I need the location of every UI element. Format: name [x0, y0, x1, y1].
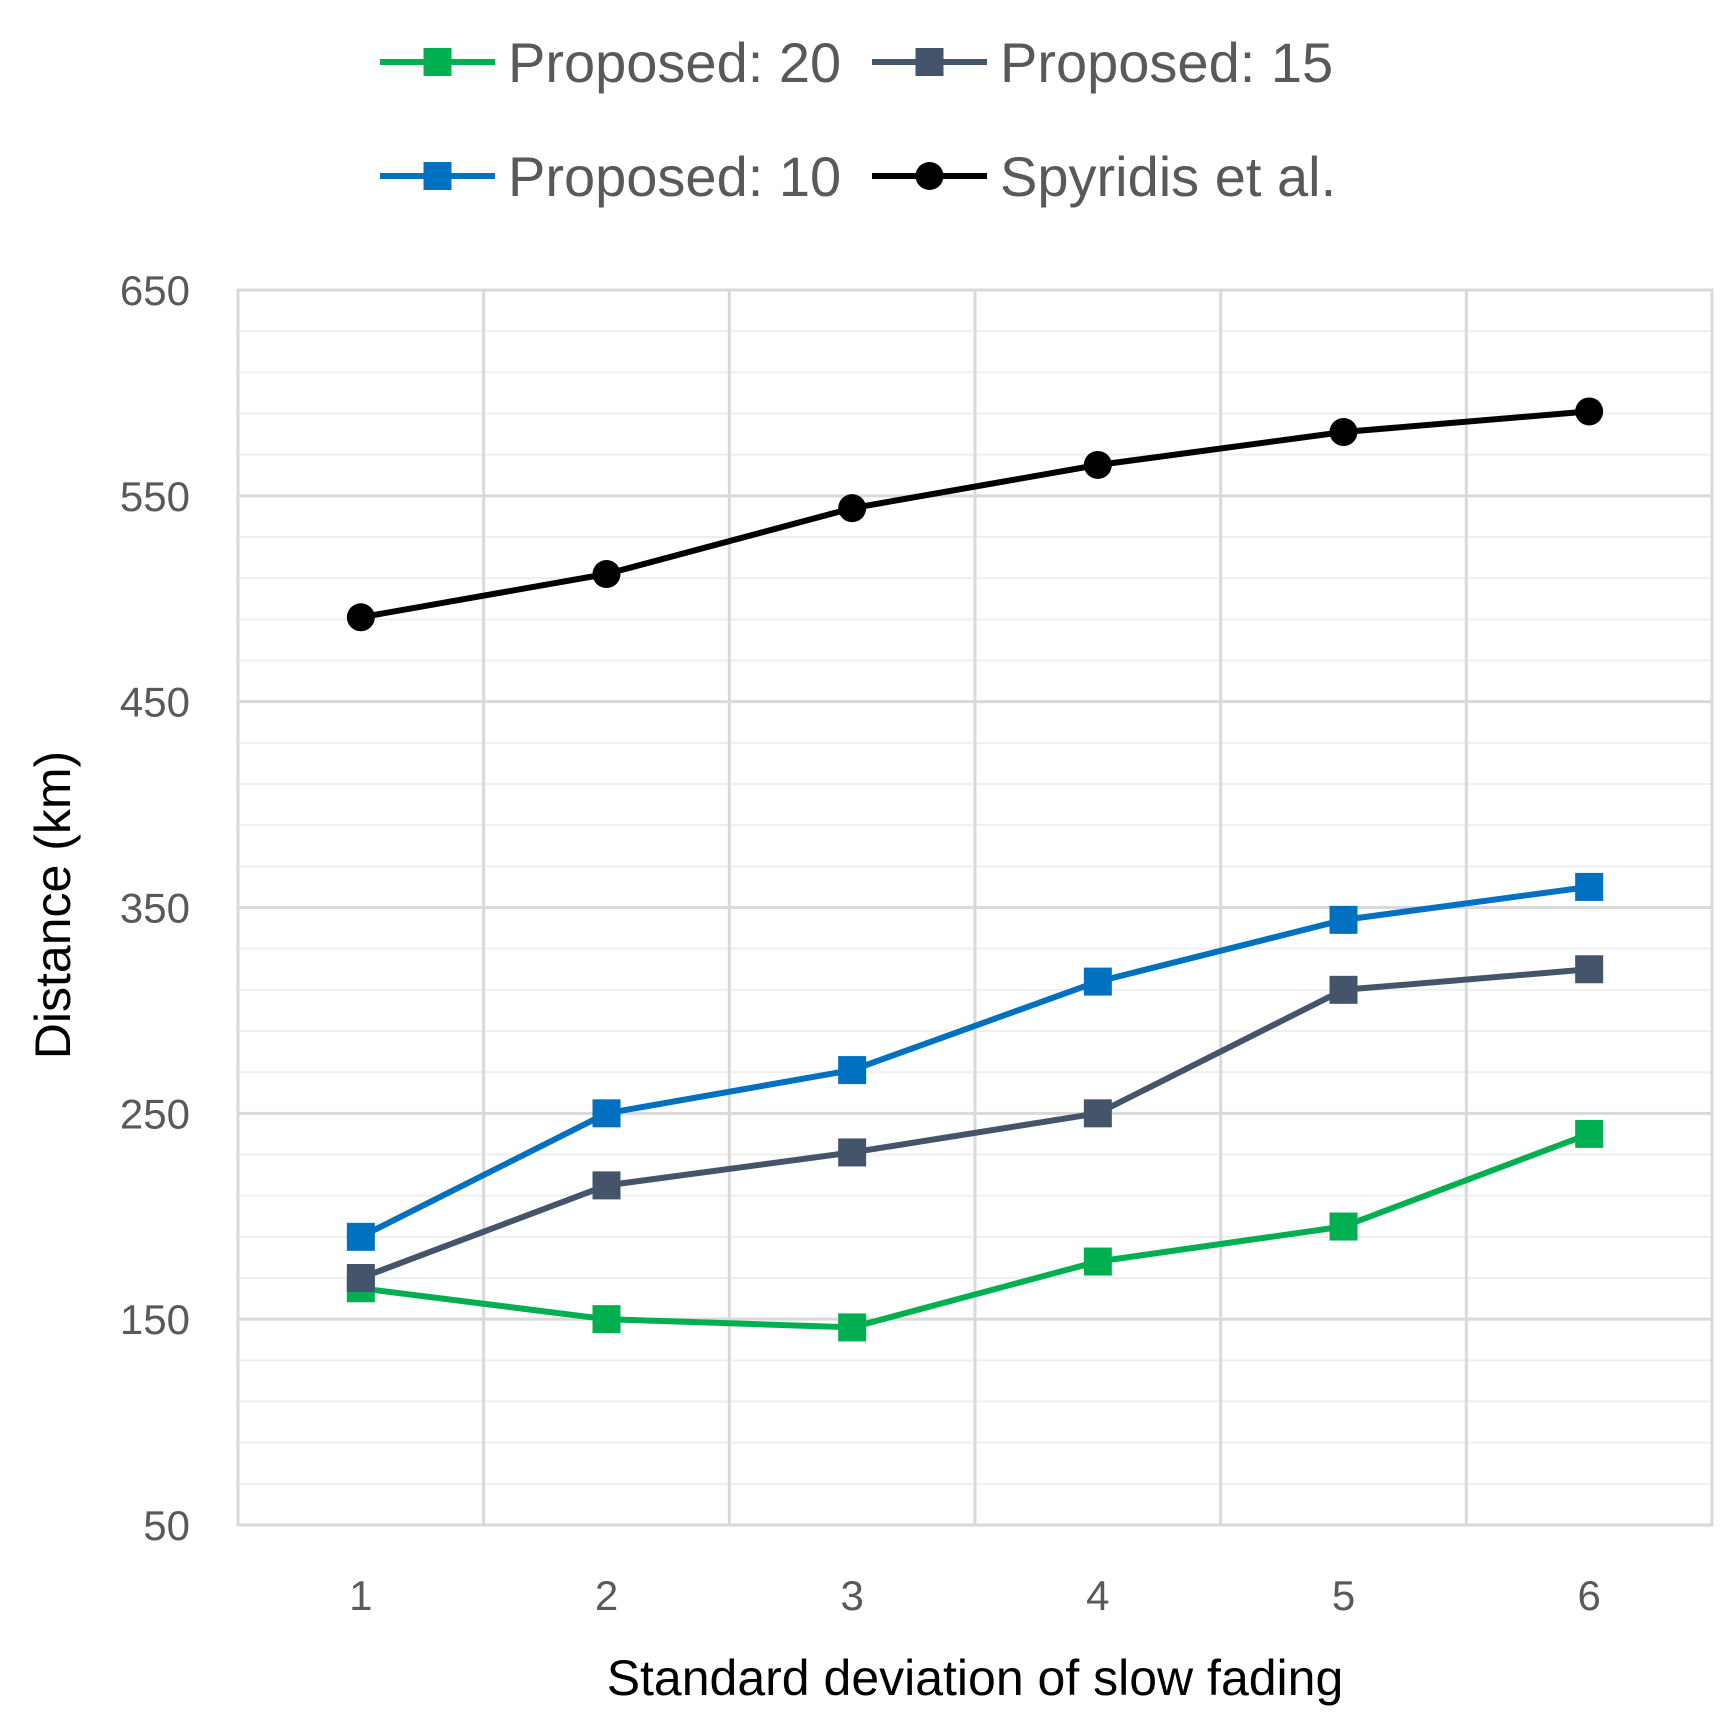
- data-point: [1083, 967, 1112, 996]
- data-point: [838, 1138, 867, 1167]
- y-tick-label: 50: [143, 1502, 190, 1549]
- data-point: [346, 1222, 375, 1251]
- data-point: [1575, 955, 1604, 984]
- x-tick-label: 3: [840, 1572, 863, 1619]
- data-point: [592, 1305, 621, 1334]
- series-layer: [346, 397, 1604, 1342]
- legend-label: Proposed: 10: [508, 145, 841, 208]
- legend-label: Spyridis et al.: [1000, 145, 1336, 208]
- y-tick-label: 550: [120, 473, 190, 520]
- x-tick-label: 1: [349, 1572, 372, 1619]
- y-tick-label: 150: [120, 1296, 190, 1343]
- data-point: [1329, 975, 1358, 1004]
- legend-marker: [915, 162, 944, 190]
- y-tick-label: 450: [120, 679, 190, 726]
- data-point: [346, 1264, 375, 1292]
- x-tick-label: 6: [1577, 1572, 1600, 1619]
- plot-frame: [236, 288, 1714, 1527]
- data-point: [838, 1056, 867, 1085]
- data-point: [1329, 1212, 1358, 1241]
- data-point: [838, 1313, 867, 1342]
- legend-marker: [915, 48, 944, 76]
- legend-label: Proposed: 20: [508, 31, 841, 94]
- data-point: [838, 494, 867, 523]
- data-point: [1575, 397, 1604, 426]
- legend-marker: [423, 162, 452, 190]
- data-point: [1575, 1119, 1604, 1148]
- y-tick-label: 350: [120, 885, 190, 932]
- legend-marker: [423, 48, 452, 76]
- data-point: [346, 603, 375, 632]
- x-tick-label: 5: [1332, 1572, 1355, 1619]
- y-tick-label: 650: [120, 267, 190, 314]
- x-axis-tick-labels: 1 2 3 4 5 6: [349, 1572, 1601, 1619]
- series-line: [360, 408, 1590, 621]
- data-point: [592, 1171, 621, 1200]
- data-point: [1329, 418, 1358, 447]
- y-axis-tick-labels: 50 150 250 350 450 550 650: [120, 267, 190, 1549]
- x-axis-title: Standard deviation of slow fading: [607, 1650, 1344, 1706]
- series-line: [360, 1131, 1591, 1331]
- legend: Proposed: 20 Proposed: 15 Proposed: 10 Spyr…: [380, 31, 1336, 208]
- data-point: [1083, 450, 1112, 479]
- x-tick-label: 4: [1086, 1572, 1109, 1619]
- y-tick-label: 250: [120, 1090, 190, 1137]
- plot-area-border: [236, 288, 1714, 1527]
- x-tick-label: 2: [595, 1572, 618, 1619]
- series-line: [359, 883, 1590, 1240]
- y-axis-title: Distance (km): [25, 751, 81, 1059]
- data-point: [592, 1099, 621, 1128]
- series-line: [359, 966, 1590, 1281]
- data-point: [1083, 1247, 1112, 1276]
- data-point: [1575, 872, 1604, 901]
- data-point: [592, 560, 621, 589]
- legend-label: Proposed: 15: [1000, 31, 1333, 94]
- data-point: [1329, 905, 1358, 934]
- data-point: [1083, 1099, 1112, 1128]
